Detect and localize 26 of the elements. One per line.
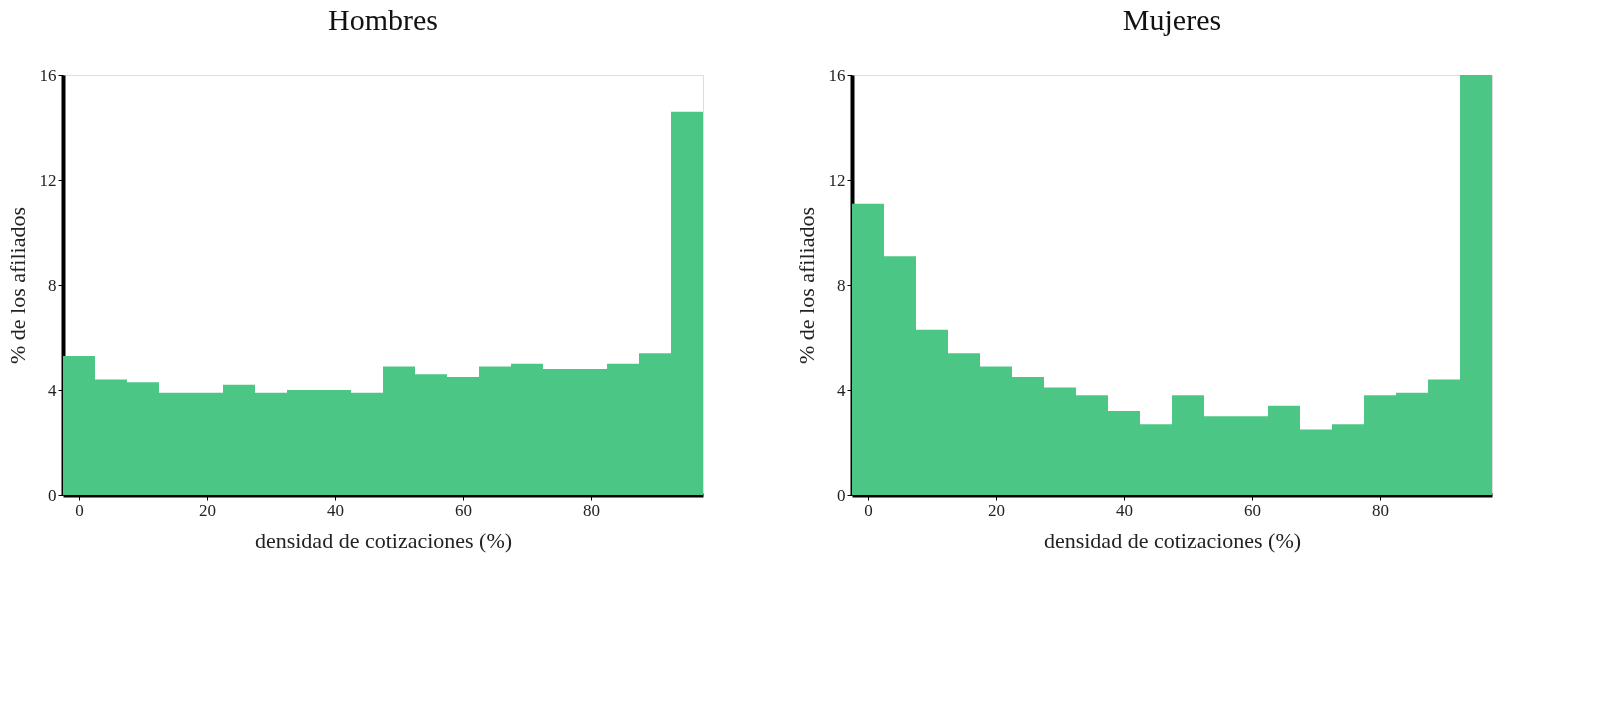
chart-title: Hombres bbox=[328, 3, 438, 36]
x-tick-label: 20 bbox=[199, 500, 216, 520]
y-axis-title: % de los afiliados bbox=[793, 206, 819, 365]
x-tick-label: 60 bbox=[1244, 500, 1261, 520]
x-tick-label: 0 bbox=[75, 500, 84, 520]
x-tick-label: 60 bbox=[455, 500, 472, 520]
x-tick-label: 80 bbox=[583, 500, 600, 520]
y-tick-label: 8 bbox=[837, 275, 846, 295]
y-tick-label: 4 bbox=[837, 380, 846, 400]
x-tick-label: 0 bbox=[864, 500, 873, 520]
y-tick-label: 16 bbox=[39, 65, 57, 85]
y-tick-label: 4 bbox=[48, 380, 57, 400]
y-tick-label: 12 bbox=[828, 170, 846, 190]
y-tick-label: 8 bbox=[48, 275, 57, 295]
x-tick-label: 40 bbox=[327, 500, 344, 520]
x-axis-title: densidad de cotizaciones (%) bbox=[254, 527, 513, 553]
y-tick-label: 0 bbox=[48, 485, 57, 505]
chart-title: Mujeres bbox=[1122, 3, 1222, 36]
y-axis-title: % de los afiliados bbox=[4, 206, 30, 365]
x-axis-title: densidad de cotizaciones (%) bbox=[1043, 527, 1302, 553]
y-tick-label: 12 bbox=[39, 170, 57, 190]
y-tick-label: 0 bbox=[837, 485, 846, 505]
x-tick-label: 80 bbox=[1372, 500, 1389, 520]
x-tick-label: 20 bbox=[988, 500, 1005, 520]
x-tick-label: 40 bbox=[1116, 500, 1133, 520]
y-tick-label: 16 bbox=[828, 65, 846, 85]
